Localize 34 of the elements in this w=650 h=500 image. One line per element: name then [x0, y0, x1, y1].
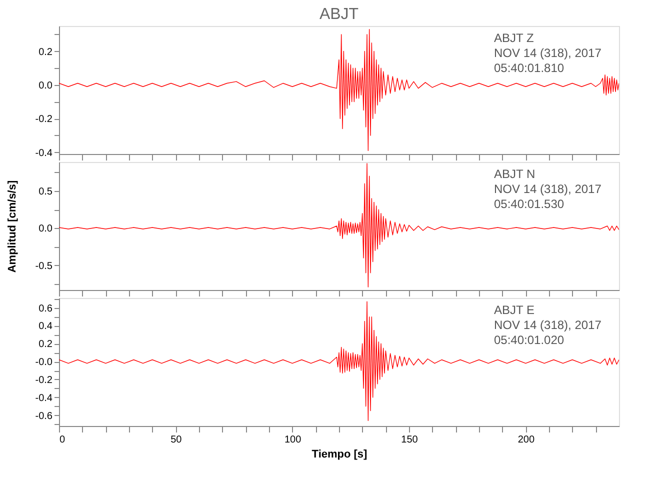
annotation: ABJT Z [494, 31, 534, 45]
y-tick-label: -0.4 [35, 392, 53, 404]
x-tick-label: 150 [401, 434, 418, 446]
x-tick-label: 0 [60, 434, 66, 446]
annotation: NOV 14 (318), 2017 [494, 318, 602, 332]
x-tick-label: 100 [284, 434, 302, 446]
y-axis-title: Amplitud [cm/s/s] [6, 180, 18, 273]
y-tick-label: -0.5 [35, 260, 53, 272]
y-tick-label: -0.6 [35, 410, 53, 422]
y-tick-label: 0.5 [38, 186, 53, 198]
annotation: 05:40:01.810 [494, 61, 564, 75]
y-tick-label: -0.0 [35, 357, 53, 368]
y-tick-label: 0.2 [38, 46, 53, 58]
annotation: ABJT E [494, 303, 534, 317]
annotation: NOV 14 (318), 2017 [494, 182, 602, 196]
y-tick-label: 0.2 [38, 339, 53, 350]
x-tick-label: 200 [518, 434, 535, 446]
annotation: 05:40:01.530 [494, 197, 564, 211]
x-axis-title: Tiempo [s] [312, 448, 368, 460]
x-tick-label: 50 [170, 434, 182, 446]
line-series [59, 29, 619, 151]
annotation: 05:40:01.020 [494, 333, 564, 347]
line-series [59, 301, 619, 421]
annotation: ABJT N [494, 167, 536, 181]
y-tick-label: 0.0 [38, 224, 53, 235]
annotation: NOV 14 (318), 2017 [494, 46, 602, 60]
y-tick-label: 0.4 [38, 321, 53, 332]
y-tick-label: -0.2 [35, 114, 53, 126]
y-tick-label: -0.2 [35, 374, 53, 386]
y-tick-label: 0.0 [38, 80, 53, 92]
y-tick-label: 0.6 [38, 303, 53, 314]
y-tick-label: -0.4 [35, 148, 53, 159]
line-series [59, 163, 619, 288]
chart-title: ABJT [319, 6, 359, 23]
